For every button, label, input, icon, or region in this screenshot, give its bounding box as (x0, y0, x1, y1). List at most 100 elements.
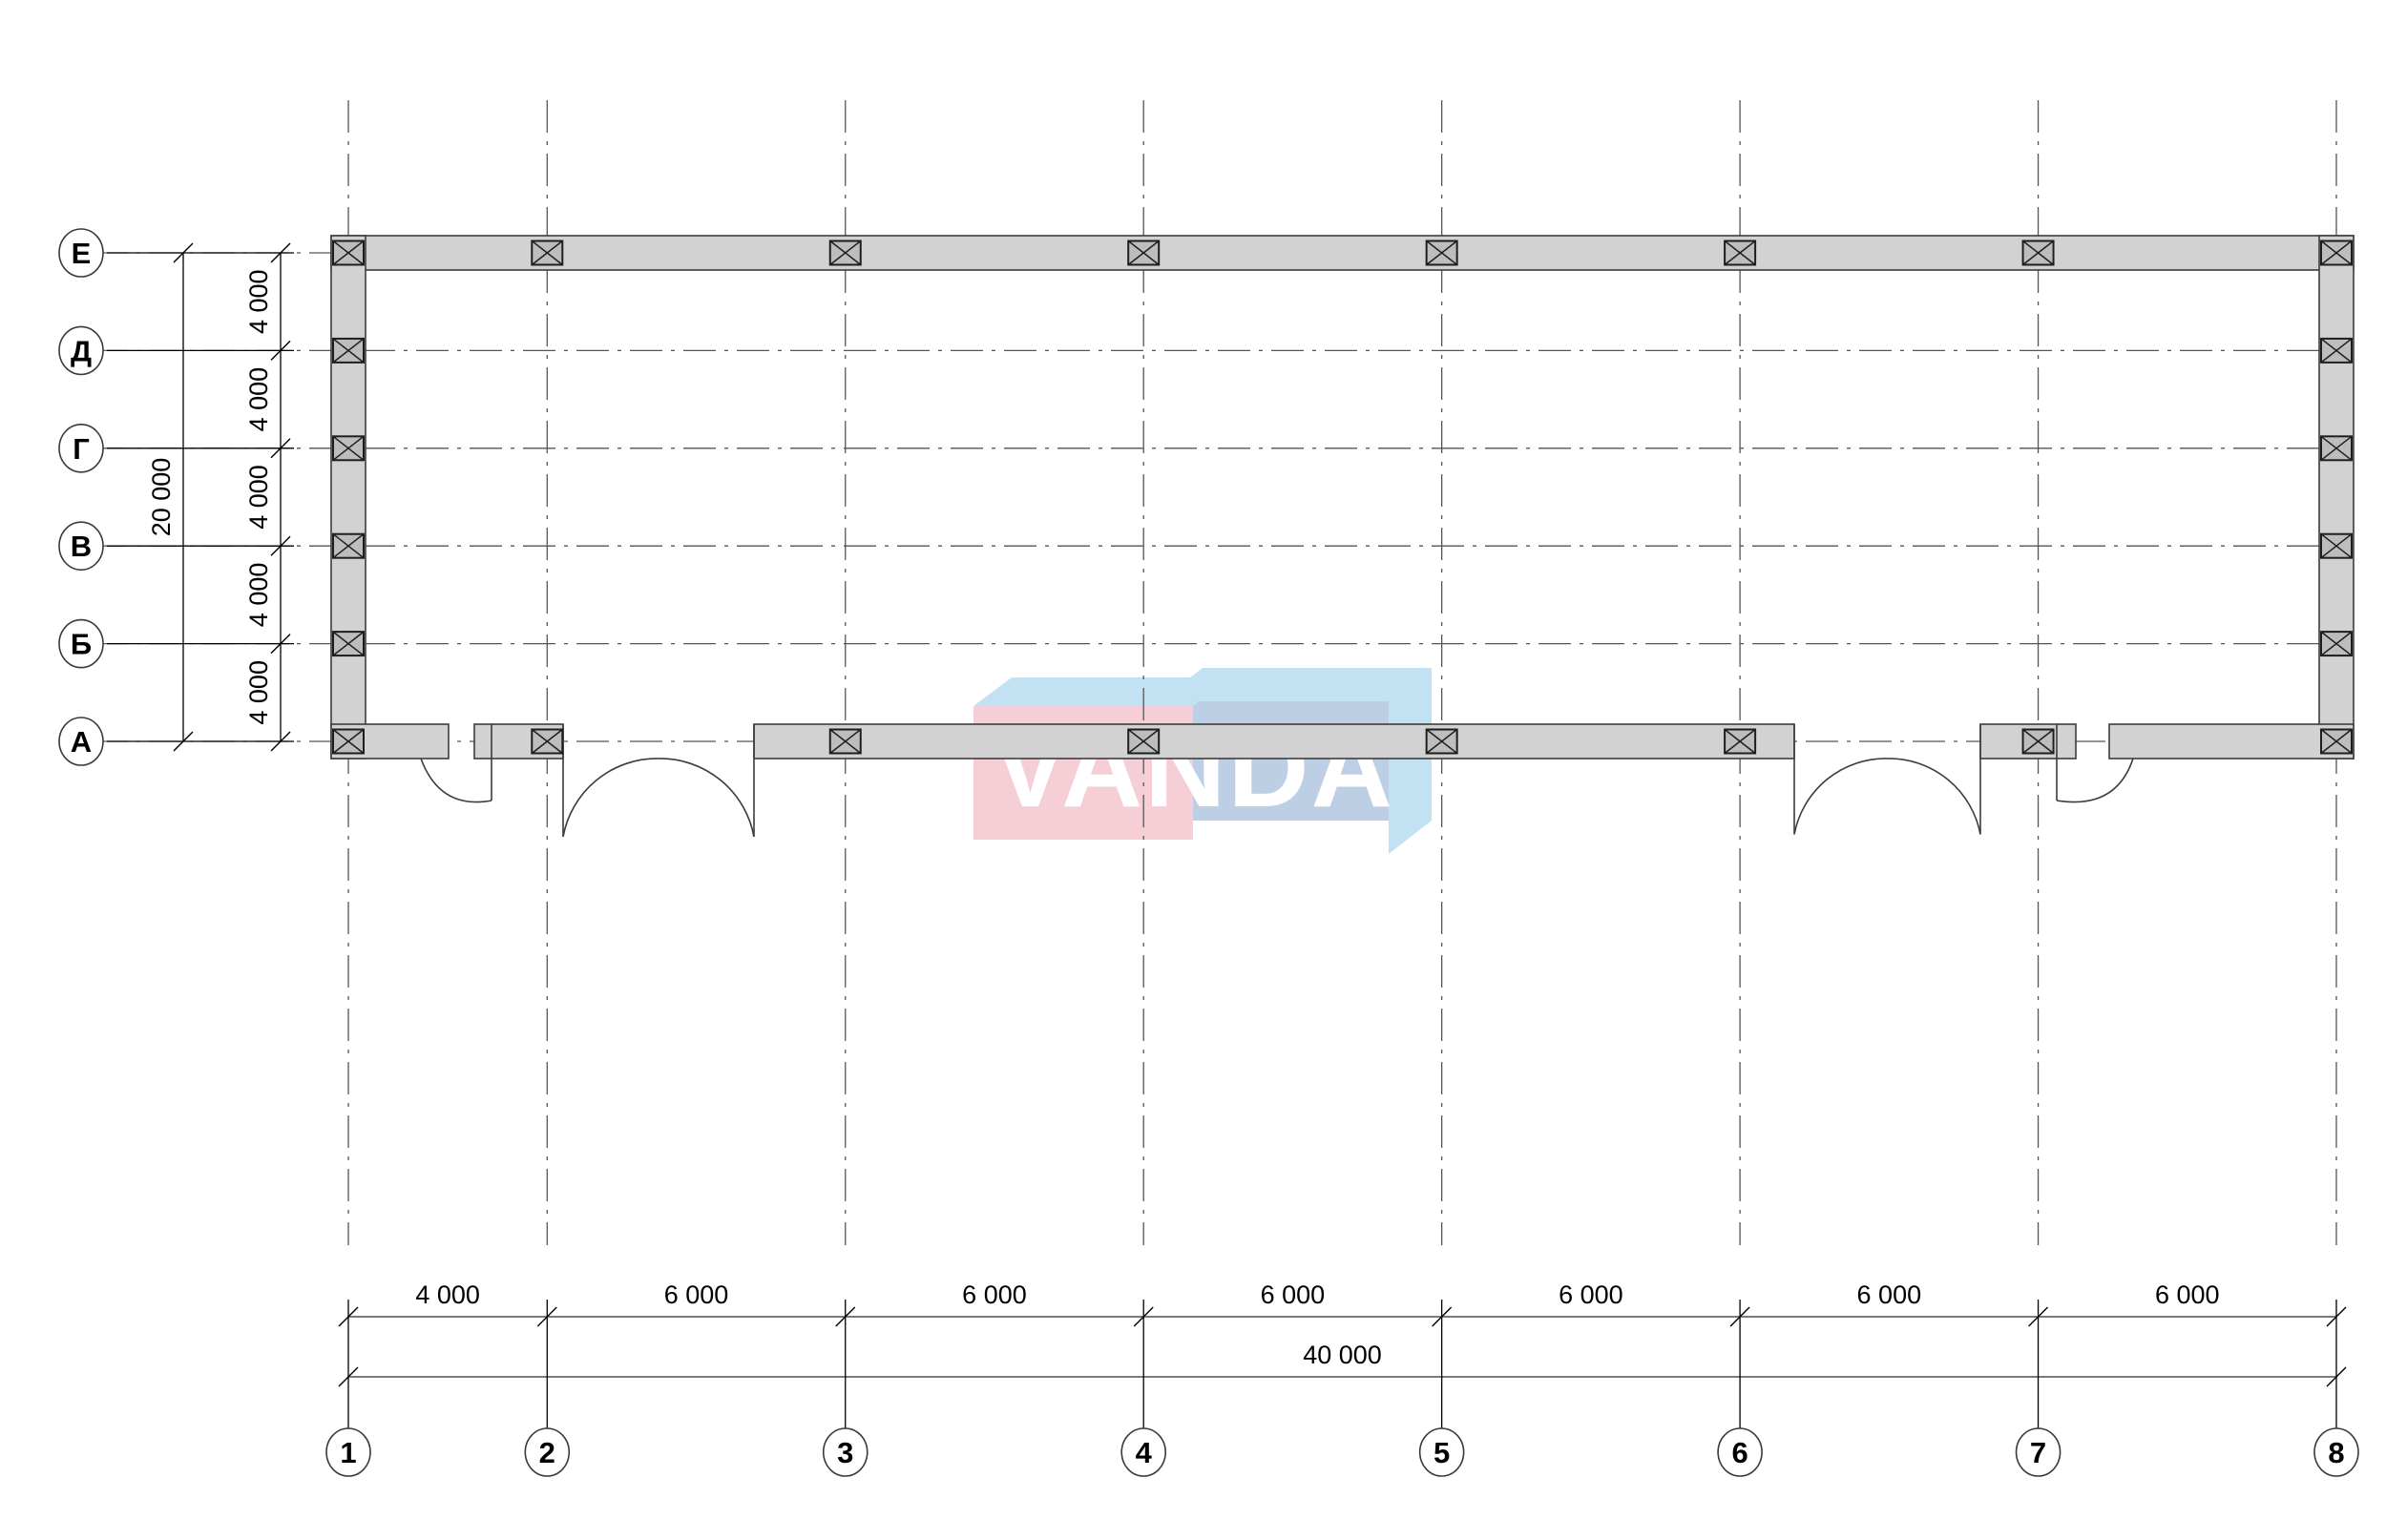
column-4-E (1127, 239, 1161, 266)
wall-bottom-segment-2 (753, 723, 1795, 760)
axis-bubble-2[interactable]: 2 (524, 1427, 571, 1477)
dim-tick (338, 1366, 359, 1387)
horizontal-axis-bubbles[interactable]: 1 2 3 4 5 6 7 8 (325, 1427, 2359, 1477)
door-swing-double-right (1793, 724, 1981, 835)
column-1-Г (332, 435, 365, 462)
column-6-E (1724, 239, 1757, 266)
axis-bubble-label: Д (71, 334, 92, 367)
axis-bubble-label: 7 (2030, 1436, 2046, 1469)
vertical-axis-bubbles[interactable]: Е Д Г В Б А (58, 228, 104, 766)
column-6-A (1724, 728, 1757, 755)
left-dim-segment-3: 4 000 (244, 563, 273, 628)
column-1-Д (332, 337, 365, 364)
wall-bottom-segment-4 (2108, 723, 2355, 760)
door-swing-double-left (562, 724, 755, 838)
axis-bubble-label: 4 (1136, 1436, 1153, 1469)
axis-bubble-3[interactable]: 3 (822, 1427, 869, 1477)
bottom-dimension-chain: 4 000 6 000 6 000 6 000 6 000 6 000 6 000 40 00… (338, 1280, 2347, 1431)
wall-left-axis-1 (330, 235, 366, 760)
left-dim-segment-2: 4 000 (244, 465, 273, 530)
column-1-Б (332, 631, 365, 657)
bottom-dim-segment-5: 6 000 (1857, 1280, 1922, 1309)
dim-tick (270, 438, 291, 459)
column-1-В (332, 532, 365, 559)
door-swing-single-right (2056, 724, 2134, 803)
axis-bubble-label: 8 (2328, 1436, 2344, 1469)
axis-bubble-Е[interactable]: Е (58, 228, 104, 278)
column-4-A (1127, 728, 1161, 755)
dim-tick (1432, 1306, 1453, 1327)
column-5-E (1425, 239, 1458, 266)
bottom-dim-segment-4: 6 000 (1559, 1280, 1623, 1309)
axis-bubble-label: Б (71, 628, 92, 661)
dim-tick (173, 731, 194, 752)
column-8-Д (2320, 337, 2353, 364)
bottom-dim-segment-0: 4 000 (415, 1280, 480, 1309)
column-7-E (2021, 239, 2055, 266)
dim-tick (173, 242, 194, 263)
axis-bubble-label: А (71, 725, 92, 759)
column-8-Г (2320, 435, 2353, 462)
axis-bubble-1[interactable]: 1 (325, 1427, 371, 1477)
axis-bubble-6[interactable]: 6 (1717, 1427, 1763, 1477)
dim-tick (1133, 1306, 1154, 1327)
dim-tick (270, 340, 291, 361)
dim-tick (270, 634, 291, 655)
column-8-E (2320, 239, 2353, 266)
dim-tick (835, 1306, 856, 1327)
dim-tick (2028, 1306, 2049, 1327)
axis-bubble-5[interactable]: 5 (1418, 1427, 1465, 1477)
bottom-dim-segment-2: 6 000 (962, 1280, 1027, 1309)
vanda-watermark: VANDA (973, 668, 1432, 854)
door-swings (420, 724, 2134, 838)
dim-tick (338, 1306, 359, 1327)
axis-bubble-Б[interactable]: Б (58, 618, 104, 669)
dim-tick (2326, 1366, 2347, 1387)
column-7-A (2021, 728, 2055, 755)
axis-bubble-Г[interactable]: Г (58, 423, 104, 473)
walls (330, 235, 2355, 760)
axis-bubble-label: 6 (1731, 1436, 1748, 1469)
axis-bubble-label: 3 (837, 1436, 853, 1469)
bottom-dim-segment-6: 6 000 (2155, 1280, 2220, 1309)
dim-tick (536, 1306, 557, 1327)
axis-bubble-8[interactable]: 8 (2313, 1427, 2359, 1477)
axis-bubble-Д[interactable]: Д (58, 325, 104, 376)
dim-tick (2326, 1306, 2347, 1327)
bottom-dim-overall: 40 000 (1303, 1341, 1382, 1369)
column-3-A (828, 728, 862, 755)
axis-bubble-label: 1 (340, 1436, 356, 1469)
axis-bubble-label: В (71, 530, 92, 563)
column-1-E (332, 239, 365, 266)
left-dim-segment-4: 4 000 (244, 660, 273, 725)
column-5-A (1425, 728, 1458, 755)
column-1-A (332, 728, 365, 755)
bottom-dim-segment-1: 6 000 (664, 1280, 729, 1309)
left-dim-segment-0: 4 000 (244, 269, 273, 334)
columns (332, 239, 2353, 755)
left-dim-segment-1: 4 000 (244, 367, 273, 432)
column-2-A (531, 728, 564, 755)
column-3-E (828, 239, 862, 266)
dim-tick (270, 535, 291, 556)
left-dimension-chain: 4 000 4 000 4 000 4 000 4 000 20 000 (107, 242, 294, 752)
axis-bubble-7[interactable]: 7 (2015, 1427, 2062, 1477)
axis-bubble-А[interactable]: А (58, 717, 104, 766)
bottom-dim-segment-3: 6 000 (1261, 1280, 1326, 1309)
axis-bubble-label: 2 (539, 1436, 555, 1469)
dim-tick (1729, 1306, 1750, 1327)
axis-bubble-В[interactable]: В (58, 521, 104, 572)
left-dim-overall: 20 000 (147, 458, 176, 537)
wall-right-axis-8 (2318, 235, 2355, 760)
dim-tick (270, 731, 291, 752)
column-8-A (2320, 728, 2353, 755)
axis-bubble-4[interactable]: 4 (1120, 1427, 1166, 1477)
column-8-В (2320, 532, 2353, 559)
axis-bubble-label: Г (73, 432, 90, 466)
axis-bubble-label: Е (72, 237, 92, 270)
column-8-Б (2320, 631, 2353, 657)
door-swing-single-left (420, 724, 492, 803)
axis-bubble-label: 5 (1434, 1436, 1450, 1469)
dim-tick (270, 242, 291, 263)
